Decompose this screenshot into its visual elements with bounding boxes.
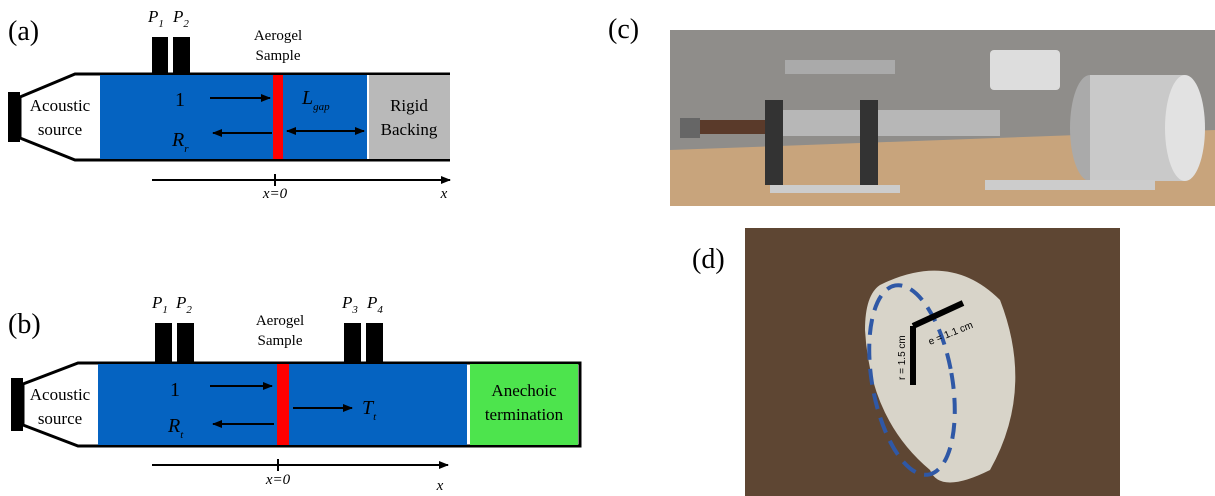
source-label: Acoustic <box>30 96 91 115</box>
daq <box>990 50 1060 90</box>
panel-label: (d) <box>692 244 725 275</box>
source-label: Acoustic <box>30 385 91 404</box>
panel-a: (a) P1 P2 Aerogel Sample Acoustic source… <box>8 7 450 202</box>
rigid-backing <box>368 75 450 159</box>
speaker-end <box>1165 75 1205 181</box>
sensor <box>155 323 172 363</box>
tube-fluid <box>100 75 368 159</box>
sensor-label: P4 <box>366 293 383 316</box>
termination-label: termination <box>485 405 564 424</box>
panel-label: (b) <box>8 309 41 340</box>
panel-label: (a) <box>8 16 39 47</box>
origin-label: x=0 <box>262 186 288 202</box>
figure: (a) P1 P2 Aerogel Sample Acoustic source… <box>0 0 1215 496</box>
backing-label: Rigid <box>390 96 428 115</box>
sensor-label: P3 <box>341 293 358 316</box>
sensor <box>173 37 190 74</box>
termination-label: Anechoic <box>491 381 557 400</box>
base <box>985 180 1155 190</box>
acoustic-source <box>8 92 20 142</box>
panel-d: (d) e = 1.1 cm r = 1.5 cm <box>692 228 1120 496</box>
sensor <box>366 323 383 363</box>
stand <box>765 100 783 185</box>
incident-label: 1 <box>175 89 185 111</box>
backing-label: Backing <box>381 120 438 139</box>
acoustic-source <box>11 378 23 431</box>
cap <box>680 118 700 138</box>
source-label: source <box>38 120 82 139</box>
sample-label: Aerogel <box>254 28 302 44</box>
incident-label: 1 <box>170 379 180 401</box>
origin-label: x=0 <box>265 472 291 488</box>
axis-label: x <box>436 478 444 494</box>
panel-label: (c) <box>608 14 639 45</box>
sensor-label: P1 <box>147 7 164 30</box>
axis-label: x <box>440 186 448 202</box>
sensor <box>177 323 194 363</box>
panel-b: (b) P1 P2 P3 P4 Aerogel Sample Acoustic … <box>8 293 580 494</box>
tube-photo <box>785 60 895 74</box>
sensor <box>152 37 168 74</box>
sample <box>273 75 283 159</box>
sensor <box>344 323 361 363</box>
tube-photo <box>770 110 1000 136</box>
radius-label: r = 1.5 cm <box>897 335 908 380</box>
stand <box>860 100 878 185</box>
base <box>770 185 900 193</box>
sample-label: Sample <box>256 48 301 64</box>
source-label: source <box>38 409 82 428</box>
sample-label: Aerogel <box>256 313 304 329</box>
sample <box>277 364 289 445</box>
sensor-label: P2 <box>175 293 192 316</box>
sensor-label: P2 <box>172 7 189 30</box>
panel-c: (c) <box>608 14 1215 206</box>
sensor-label: P1 <box>151 293 168 316</box>
sample-label: Sample <box>258 333 303 349</box>
